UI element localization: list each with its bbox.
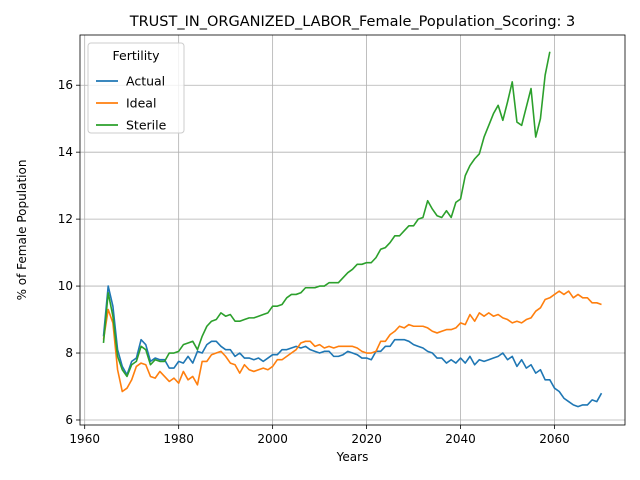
y-tick-label: 8: [65, 346, 73, 360]
y-tick-label: 10: [58, 279, 73, 293]
y-axis-ticks: 6 8 10 12 14 16: [58, 78, 80, 427]
x-tick-label: 1980: [163, 432, 194, 446]
series-line-actual: [102, 285, 603, 408]
series-line-sterile: [102, 51, 551, 378]
legend-label-ideal: Ideal: [126, 96, 156, 111]
legend-title: Fertility: [113, 48, 161, 63]
series-layer: [102, 51, 603, 408]
y-tick-label: 6: [65, 413, 73, 427]
y-tick-label: 14: [58, 145, 73, 159]
legend: Fertility Actual Ideal Sterile: [87, 42, 185, 134]
x-tick-label: 2040: [445, 432, 476, 446]
x-tick-label: 2060: [539, 432, 570, 446]
x-tick-label: 1960: [69, 432, 100, 446]
x-axis-ticks: 1960 1980 2000 2020 2040 2060: [69, 425, 570, 446]
y-tick-label: 12: [58, 212, 73, 226]
y-tick-label: 16: [58, 78, 73, 92]
chart-title: TRUST_IN_ORGANIZED_LABOR_Female_Populati…: [129, 14, 576, 30]
x-tick-label: 2020: [351, 432, 382, 446]
x-axis-label: Years: [336, 450, 369, 464]
legend-label-sterile: Sterile: [126, 118, 167, 133]
series-line-ideal: [102, 290, 602, 393]
x-tick-label: 2000: [257, 432, 288, 446]
legend-box: [87, 42, 185, 134]
y-axis-label: % of Female Population: [15, 160, 29, 301]
legend-items: Actual Ideal Sterile: [96, 74, 167, 133]
plot-frame: [79, 34, 626, 426]
legend-label-actual: Actual: [126, 74, 165, 89]
